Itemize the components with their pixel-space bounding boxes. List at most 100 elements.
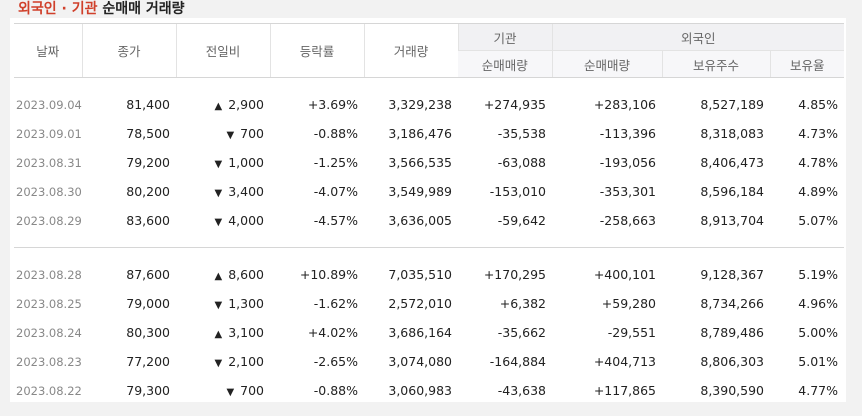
row-close: 79,000 xyxy=(126,296,170,311)
row-rate: -2.65% xyxy=(313,354,358,369)
row-date: 2023.09.01 xyxy=(16,126,82,141)
row-foreign-net: +400,101 xyxy=(593,267,656,282)
table-row: 2023.08.25 79,000 ▼ 1,300 -1.62% 2,572,010 +6,… xyxy=(14,289,844,318)
foreign-institution-table: 날짜 종가 전일비 등락률 거래량 기관 외국인 순매매량 순매매량 보유주수 … xyxy=(14,23,844,405)
row-date: 2023.08.30 xyxy=(16,184,82,199)
table-row: 2023.08.22 79,300 ▼ 700 -0.88% 3,060,983 -43,6… xyxy=(14,376,844,405)
row-foreign-holdings: 8,734,266 xyxy=(700,296,764,311)
table-row: 2023.08.24 80,300 ▲ 3,100 +4.02% 3,686,164 -35… xyxy=(14,318,844,347)
row-foreign-holdings: 8,390,590 xyxy=(700,383,764,398)
row-change-value: 8,600 xyxy=(228,267,264,282)
row-change: ▼ 1,000 xyxy=(176,148,270,177)
row-volume: 3,186,476 xyxy=(388,126,452,141)
row-rate: +10.89% xyxy=(299,267,358,282)
row-rate: -0.88% xyxy=(313,383,358,398)
row-change: ▼ 700 xyxy=(176,119,270,148)
row-foreign-ratio: 4.77% xyxy=(798,383,838,398)
row-close: 78,500 xyxy=(126,126,170,141)
row-change: ▼ 700 xyxy=(176,376,270,405)
row-foreign-ratio: 4.96% xyxy=(798,296,838,311)
row-foreign-ratio: 4.73% xyxy=(798,126,838,141)
row-foreign-holdings: 8,913,704 xyxy=(700,213,764,228)
row-volume: 3,329,238 xyxy=(388,97,452,112)
header-institution-group: 기관 xyxy=(457,23,552,51)
row-change: ▲ 8,600 xyxy=(176,260,270,289)
triangle-down-icon: ▼ xyxy=(214,217,223,228)
row-change-value: 700 xyxy=(240,383,264,398)
section-title-highlight: 외국인 · 기관 xyxy=(18,1,98,17)
row-institution-net: +274,935 xyxy=(483,97,546,112)
row-change-value: 3,400 xyxy=(228,184,264,199)
header-volume: 거래량 xyxy=(363,23,458,78)
row-foreign-ratio: 5.07% xyxy=(798,213,838,228)
row-foreign-holdings: 9,128,367 xyxy=(700,267,764,282)
row-change: ▼ 1,300 xyxy=(176,289,270,318)
row-institution-net: -153,010 xyxy=(489,184,546,199)
row-institution-net: -164,884 xyxy=(489,354,546,369)
row-volume: 7,035,510 xyxy=(388,267,452,282)
row-change: ▲ 2,900 xyxy=(176,90,270,119)
row-volume: 3,686,164 xyxy=(388,325,452,340)
row-volume: 3,636,005 xyxy=(388,213,452,228)
triangle-up-icon: ▲ xyxy=(214,101,223,112)
row-foreign-net: +117,865 xyxy=(593,383,656,398)
row-close: 77,200 xyxy=(126,354,170,369)
row-foreign-ratio: 4.89% xyxy=(798,184,838,199)
row-volume: 3,549,989 xyxy=(388,184,452,199)
header-close: 종가 xyxy=(81,23,176,78)
header-institution-net: 순매매량 xyxy=(458,50,552,78)
row-foreign-holdings: 8,806,303 xyxy=(700,354,764,369)
row-institution-net: -63,088 xyxy=(497,155,546,170)
header-foreign-holdings: 보유주수 xyxy=(661,50,770,78)
row-volume: 3,074,080 xyxy=(388,354,452,369)
row-change: ▼ 3,400 xyxy=(176,177,270,206)
row-change: ▼ 2,100 xyxy=(176,347,270,376)
row-volume: 3,566,535 xyxy=(388,155,452,170)
row-foreign-holdings: 8,406,473 xyxy=(700,155,764,170)
header-foreign-ratio: 보유율 xyxy=(769,50,844,78)
table-row: 2023.08.28 87,600 ▲ 8,600 +10.89% 7,035,510 +1… xyxy=(14,260,844,289)
right-margin xyxy=(846,18,862,402)
header-rate: 등락률 xyxy=(269,23,364,78)
row-foreign-holdings: 8,596,184 xyxy=(700,184,764,199)
row-date: 2023.08.22 xyxy=(16,383,82,398)
table-row: 2023.08.23 77,200 ▼ 2,100 -2.65% 3,074,080 -16… xyxy=(14,347,844,376)
row-group-divider xyxy=(14,247,844,248)
header-date: 날짜 xyxy=(14,23,82,78)
table-row: 2023.08.30 80,200 ▼ 3,400 -4.07% 3,549,989 -15… xyxy=(14,177,844,206)
row-rate: +4.02% xyxy=(307,325,358,340)
row-date: 2023.09.04 xyxy=(16,97,82,112)
table-row: 2023.09.04 81,400 ▲ 2,900 +3.69% 3,329,238 +27… xyxy=(14,90,844,119)
row-change-value: 1,300 xyxy=(228,296,264,311)
triangle-up-icon: ▲ xyxy=(214,271,223,282)
row-rate: -1.25% xyxy=(313,155,358,170)
row-volume: 2,572,010 xyxy=(388,296,452,311)
row-foreign-ratio: 4.85% xyxy=(798,97,838,112)
row-foreign-ratio: 4.78% xyxy=(798,155,838,170)
triangle-down-icon: ▼ xyxy=(214,188,223,199)
row-rate: +3.69% xyxy=(307,97,358,112)
row-institution-net: -35,538 xyxy=(497,126,546,141)
top-spacer xyxy=(14,78,844,91)
row-close: 80,300 xyxy=(126,325,170,340)
row-institution-net: -43,638 xyxy=(497,383,546,398)
row-volume: 3,060,983 xyxy=(388,383,452,398)
section-title: 외국인 · 기관 순매매 거래량 xyxy=(18,0,185,18)
row-change-value: 1,000 xyxy=(228,155,264,170)
row-change-value: 700 xyxy=(240,126,264,141)
header-change: 전일비 xyxy=(175,23,270,78)
row-change-value: 2,100 xyxy=(228,354,264,369)
row-foreign-holdings: 8,789,486 xyxy=(700,325,764,340)
row-rate: -4.07% xyxy=(313,184,358,199)
row-date: 2023.08.29 xyxy=(16,213,82,228)
row-foreign-net: +404,713 xyxy=(593,354,656,369)
row-foreign-net: +283,106 xyxy=(593,97,656,112)
table-row: 2023.08.31 79,200 ▼ 1,000 -1.25% 3,566,535 -63… xyxy=(14,148,844,177)
row-close: 81,400 xyxy=(126,97,170,112)
row-foreign-net: -193,056 xyxy=(599,155,656,170)
header-foreign-net: 순매매량 xyxy=(551,50,662,78)
group-spacer xyxy=(14,248,844,260)
row-foreign-net: -113,396 xyxy=(599,126,656,141)
row-foreign-ratio: 5.00% xyxy=(798,325,838,340)
triangle-down-icon: ▼ xyxy=(226,130,235,141)
